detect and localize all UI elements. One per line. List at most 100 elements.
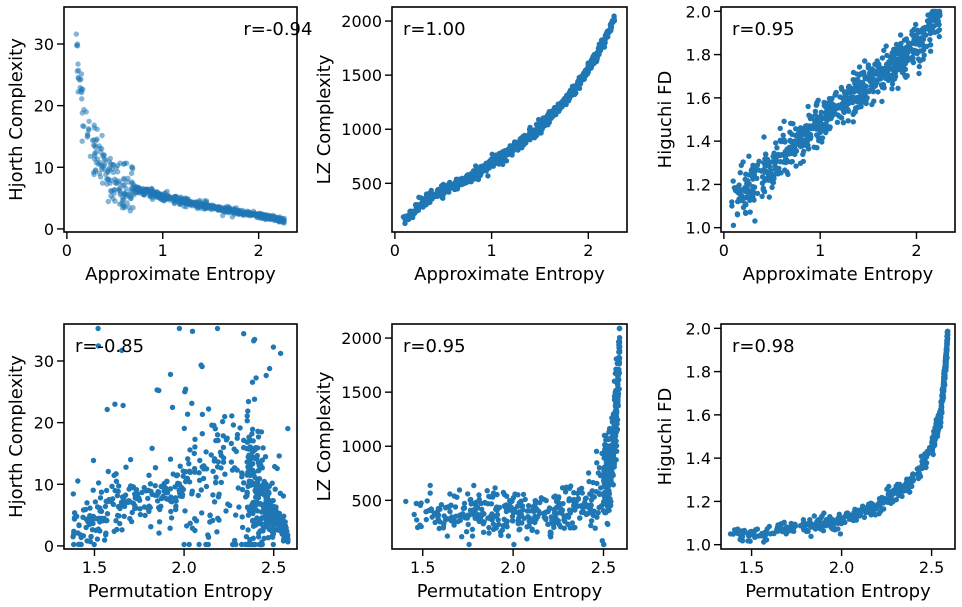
scatter-point — [223, 508, 229, 514]
scatter-point — [128, 164, 135, 170]
scatter-point — [230, 541, 236, 548]
scatter-point — [437, 506, 443, 512]
scatter-point — [909, 28, 915, 35]
x-axis-label: Approximate Entropy — [414, 264, 605, 285]
scatter-point — [897, 481, 903, 488]
scatter-point — [781, 118, 787, 125]
scatter-point — [132, 491, 138, 497]
scatter-point — [270, 344, 277, 350]
scatter-point — [861, 72, 867, 78]
scatter-point — [255, 467, 261, 474]
scatter-point — [786, 524, 792, 531]
scatter-point — [452, 504, 459, 510]
y-tick-label: 1.6 — [686, 406, 711, 425]
scatter-point — [183, 477, 189, 484]
scatter-point — [900, 60, 907, 66]
scatter-point — [747, 197, 753, 204]
scatter-point — [182, 508, 188, 514]
scatter-point — [280, 538, 287, 544]
scatter-point — [793, 148, 799, 155]
scatter-point — [944, 335, 951, 341]
scatter-point — [203, 483, 210, 490]
scatter-point — [525, 503, 532, 509]
scatter-point — [741, 188, 747, 194]
scatter-point — [133, 505, 139, 511]
y-tick-label: 10 — [34, 475, 54, 494]
scatter-point — [839, 106, 846, 112]
scatter-point — [127, 456, 134, 463]
x-axis-label: Permutation Entropy — [88, 581, 274, 602]
scatter-point — [277, 217, 283, 223]
scatter-point — [516, 527, 522, 533]
scatter-point — [256, 476, 263, 482]
scatter-point — [923, 464, 929, 471]
scatter-point — [187, 447, 193, 453]
scatter-point — [616, 367, 622, 373]
scatter-point — [520, 491, 527, 498]
scatter-point — [121, 175, 127, 182]
scatter-point — [417, 502, 424, 508]
scatter-point — [199, 411, 206, 418]
scatter-point — [195, 492, 201, 499]
scatter-point — [265, 535, 271, 541]
scatter-point — [759, 193, 765, 200]
scatter-point — [880, 81, 887, 88]
scatter-point — [234, 467, 240, 473]
scatter-point — [551, 510, 558, 516]
scatter-point — [463, 529, 470, 535]
scatter-point — [271, 503, 277, 510]
scatter-point — [822, 124, 829, 130]
scatter-point — [222, 413, 228, 420]
subplot-2: 0 1 2 500 1000 1500 2000 Approximate Entropy LZ … — [314, 6, 628, 285]
scatter-point — [925, 12, 931, 18]
scatter-point — [249, 426, 256, 432]
scatter-point — [602, 497, 608, 503]
scatter-point — [469, 500, 475, 506]
scatter-point — [845, 118, 851, 124]
scatter-point — [599, 538, 605, 544]
scatter-point — [259, 541, 265, 548]
scatter-point — [828, 107, 834, 113]
scatter-point — [208, 452, 214, 458]
scatter-point — [841, 515, 847, 521]
scatter-point — [92, 144, 99, 150]
y-axis-label: LZ Complexity — [314, 371, 335, 501]
scatter-point — [249, 541, 256, 548]
scatter-point — [451, 518, 457, 524]
scatter-point — [942, 354, 949, 361]
scatter-point — [148, 524, 154, 530]
scatter-point — [237, 425, 243, 431]
scatter-point — [467, 173, 473, 179]
scatter-point — [924, 43, 930, 50]
scatter-point — [888, 496, 895, 502]
scatter-point — [814, 101, 820, 108]
scatter-point — [173, 506, 179, 513]
scatter-point — [76, 522, 82, 528]
scatter-point — [147, 481, 154, 487]
scatter-point — [152, 492, 158, 498]
scatter-point — [79, 138, 85, 144]
scatter-point — [846, 95, 852, 101]
scatter-point — [556, 108, 562, 114]
scatter-point — [447, 491, 453, 497]
x-tick-label: 2.0 — [829, 558, 854, 577]
scatter-point — [495, 517, 501, 523]
scatter-point — [860, 98, 866, 105]
scatter-point — [879, 98, 885, 105]
scatter-point — [916, 70, 922, 77]
scatter-point — [90, 520, 96, 527]
scatter-point — [611, 15, 617, 22]
scatter-point — [234, 435, 240, 441]
y-tick-label: 1.8 — [686, 363, 711, 382]
scatter-point — [207, 512, 213, 519]
scatter-point — [119, 347, 125, 354]
scatter-point — [585, 470, 592, 476]
scatter-point — [117, 520, 123, 527]
scatter-point — [604, 520, 610, 527]
scatter-point — [87, 538, 94, 545]
scatter-point — [158, 503, 164, 509]
scatter-point — [750, 176, 756, 182]
scatter-point — [152, 465, 159, 471]
scatter-point — [486, 530, 492, 536]
scatter-point — [250, 517, 257, 524]
